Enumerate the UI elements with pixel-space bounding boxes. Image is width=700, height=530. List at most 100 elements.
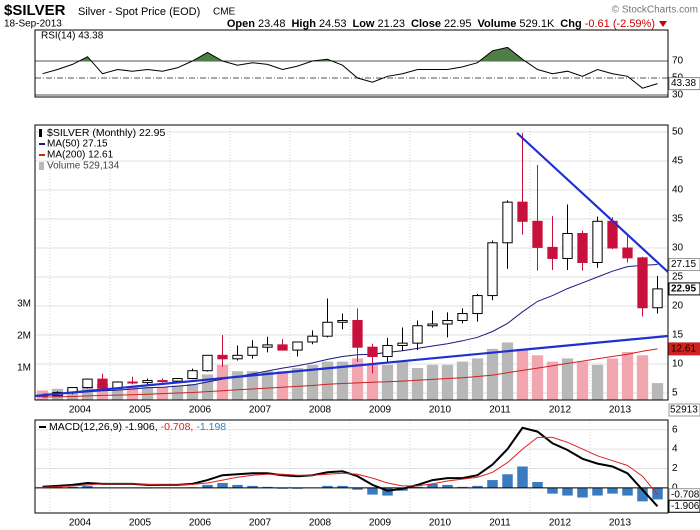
volume-bar: [126, 387, 139, 400]
histogram-bar: [562, 487, 573, 496]
volume-bar: [411, 368, 424, 400]
volume-bar: [546, 361, 559, 400]
value-box: [668, 77, 700, 91]
candle-body: [337, 320, 348, 323]
date: 18-Sep-2013: [4, 19, 62, 30]
value-box-label: 22.95: [671, 284, 696, 295]
volume-bar: [531, 355, 544, 400]
volume-bar: [96, 384, 109, 400]
candle-body: [307, 335, 318, 343]
volume-bar: [516, 348, 529, 400]
volume-bar: [321, 361, 334, 400]
volume-bar: [486, 348, 499, 400]
y-tick-label: 40: [672, 185, 684, 196]
legend-icon: [39, 129, 42, 137]
value-box-label: 12.61: [671, 344, 696, 355]
volume-bar: [306, 364, 319, 400]
candle-body: [322, 321, 333, 337]
y-tick-label: 10: [672, 359, 684, 370]
candle-body: [487, 242, 498, 297]
x-tick-label: 2006: [189, 405, 212, 416]
x-tick-label: 2005: [129, 405, 152, 416]
moving-average: [42, 264, 658, 395]
histogram-bar: [502, 474, 513, 488]
volume-bar: [561, 358, 574, 400]
candle-body: [202, 354, 213, 372]
y-tick-label: 4: [672, 444, 678, 455]
candle-body: [397, 342, 408, 346]
candle-body: [97, 378, 108, 389]
x-tick-label: 2008: [309, 405, 332, 416]
instrument-name: Silver - Spot Price (EOD): [78, 6, 200, 18]
candle-body: [142, 380, 153, 384]
histogram-bar: [637, 487, 648, 502]
x-tick-label: 2004: [69, 405, 92, 416]
histogram-bar: [547, 487, 558, 494]
candle-body: [652, 288, 663, 309]
legend-icon: [39, 162, 44, 170]
stat-label: Open: [227, 18, 255, 30]
stat-value: 21.23: [377, 18, 405, 30]
histogram-bar: [367, 487, 378, 495]
candle-body: [382, 344, 393, 357]
histogram-bar: [427, 483, 438, 488]
value-box-label: 52913: [670, 405, 698, 416]
volume-bar: [81, 385, 94, 400]
legend-part: -0.708,: [161, 421, 194, 433]
candle-body: [292, 341, 303, 351]
value-box-label: 27.15: [671, 259, 696, 270]
value-box-label: -1.906: [671, 501, 700, 512]
x-tick-label: 2010: [429, 405, 452, 416]
volume-bar: [651, 383, 664, 400]
value-box-label: 43.38: [671, 78, 696, 89]
volume-bar: [456, 361, 469, 400]
panel-legend: MACD(12,26,9) -1.906, -0.708, -1.198: [49, 421, 226, 433]
panel-title: RSI(14) 43.38: [41, 31, 104, 42]
histogram-bar: [322, 485, 333, 488]
volume-bar: [291, 368, 304, 400]
histogram-bar: [247, 485, 258, 488]
value-box: [668, 282, 700, 296]
exchange: CME: [213, 7, 236, 18]
x-tick-label: 2012: [549, 518, 572, 529]
candle-body: [217, 354, 228, 360]
volume-bar: [246, 371, 259, 400]
histogram-bar: [472, 485, 483, 488]
y-tick-label: 30: [672, 243, 684, 254]
volume-bar: [276, 371, 289, 400]
stat-label: High: [291, 18, 316, 30]
candle-body: [367, 346, 378, 357]
legend-part: MACD(12,26,9): [49, 421, 122, 433]
value-box: [668, 342, 700, 356]
y-tick-label: 35: [672, 214, 684, 225]
copyright: © StockCharts.com: [612, 5, 698, 16]
volume-bar: [606, 358, 619, 400]
histogram-bar: [652, 487, 663, 500]
candle-body: [127, 381, 138, 384]
volume-tick-label: 2M: [17, 331, 31, 342]
x-tick-label: 2011: [489, 405, 511, 416]
value-box: [668, 499, 700, 513]
y-tick-label: 6: [672, 424, 678, 435]
volume-bar: [441, 364, 454, 400]
volume-bar: [471, 358, 484, 400]
x-tick-label: 2005: [129, 518, 152, 529]
histogram-bar: [352, 487, 363, 490]
candle-body: [187, 370, 198, 380]
stat-label: Chg: [560, 18, 581, 30]
y-tick-label: 0: [672, 482, 678, 493]
signal-line: [42, 436, 658, 496]
symbol: $SILVER: [4, 2, 66, 19]
legend-label: Volume 529,134: [47, 161, 120, 172]
panel-frame: [34, 419, 669, 514]
y-tick-label: 25: [672, 272, 684, 283]
stats-line: Open 23.48 High 24.53 Low 21.23 Close 22.95 Volu…: [227, 18, 655, 30]
up-trendline: [34, 334, 669, 398]
legend-label: MA(200) 12.61: [47, 150, 114, 161]
volume-bar: [141, 387, 154, 400]
histogram-bar: [622, 487, 633, 496]
histogram-bar: [82, 485, 93, 488]
y-tick-label: 15: [672, 330, 684, 341]
volume-bar: [231, 371, 244, 400]
